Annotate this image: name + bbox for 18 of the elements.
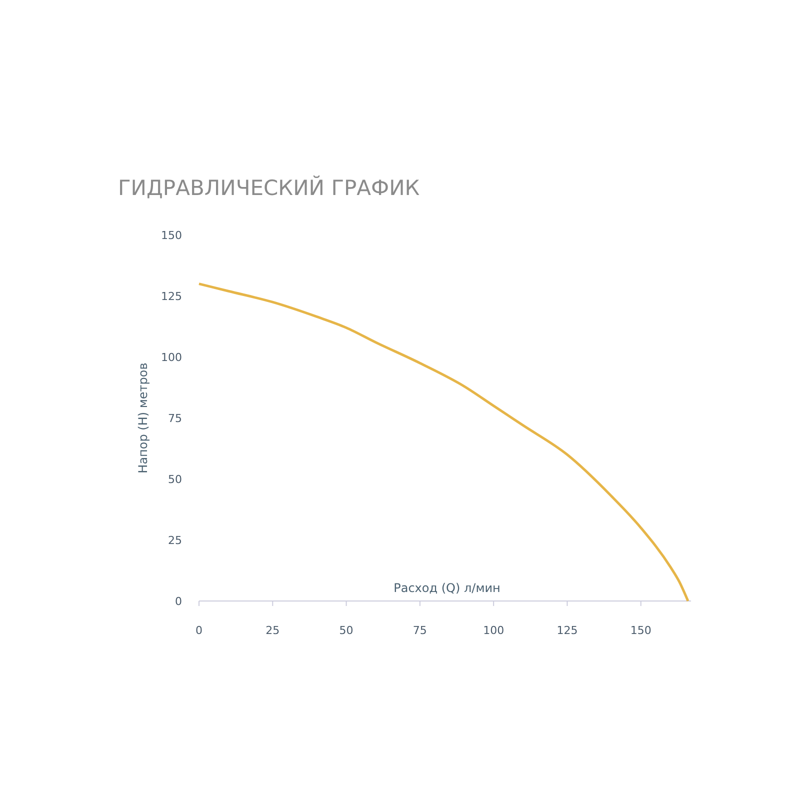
x-tick-label: 75	[412, 624, 427, 637]
x-tick-label: 150	[630, 624, 652, 637]
x-tick-label: 125	[556, 624, 578, 637]
x-axis-title: Расход (Q) л/мин	[394, 581, 500, 595]
x-tick-label: 25	[266, 624, 280, 637]
x-tick-label: 100	[483, 624, 504, 637]
line-series	[198, 282, 690, 602]
y-tick-label: 100	[161, 351, 182, 364]
chart-title: ГИДРАВЛИЧЕСКИЙ ГРАФИК	[118, 175, 420, 200]
y-tick-label: 0	[175, 595, 182, 608]
y-tick-label: 50	[168, 473, 182, 486]
y-tick-label: 25	[168, 534, 182, 547]
y-tick-label: 125	[161, 290, 182, 303]
y-tick-label: 75	[168, 412, 182, 425]
y-axis-title: Напор (H) метров	[136, 362, 150, 474]
x-tick-label: 50	[339, 624, 354, 637]
y-tick-label: 150	[161, 229, 182, 242]
x-tick-label: 0	[196, 624, 202, 637]
